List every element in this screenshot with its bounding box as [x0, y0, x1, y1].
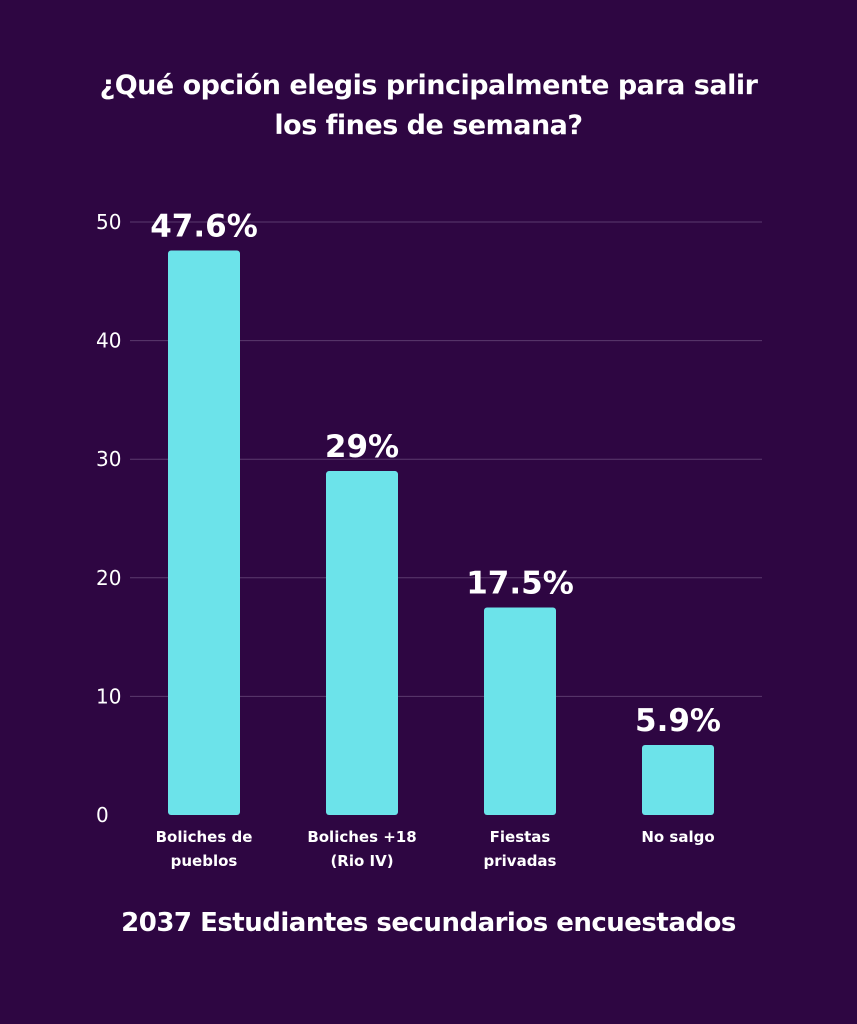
bar-value-label: 47.6% — [150, 208, 258, 244]
chart-title-line-2: los fines de semana? — [274, 110, 583, 141]
bar — [168, 250, 240, 816]
bar-value-label: 17.5% — [466, 565, 574, 601]
bar-value-label: 5.9% — [635, 703, 721, 739]
x-tick-label: Fiestas — [490, 828, 551, 846]
x-tick-label: pueblos — [171, 852, 238, 870]
chart-title: ¿Qué opción elegis principalmente para s… — [60, 66, 797, 146]
y-tick-label: 10 — [96, 684, 121, 708]
y-tick-label: 50 — [96, 210, 121, 234]
x-tick-label: Boliches de — [156, 828, 253, 846]
y-tick-label: 0 — [96, 803, 109, 827]
x-tick-label: (Rio IV) — [330, 852, 393, 870]
bar-value-label: 29% — [325, 429, 399, 465]
y-tick-label: 40 — [96, 329, 121, 353]
y-tick-label: 30 — [96, 447, 121, 471]
chart-title-line-1: ¿Qué opción elegis principalmente para s… — [99, 70, 758, 101]
bar — [484, 607, 556, 815]
x-tick-label: privadas — [484, 852, 557, 870]
footer-caption: 2037 Estudiantes secundarios encuestados — [121, 908, 736, 938]
bar — [642, 745, 714, 815]
bar-chart: 0 10 20 30 40 50 47.6% Boliches de pueblos 29% Bol… — [96, 208, 762, 870]
x-tick-label: No salgo — [641, 828, 714, 846]
y-tick-label: 20 — [96, 566, 121, 590]
bar — [326, 471, 398, 815]
x-tick-label: Boliches +18 — [307, 828, 416, 846]
